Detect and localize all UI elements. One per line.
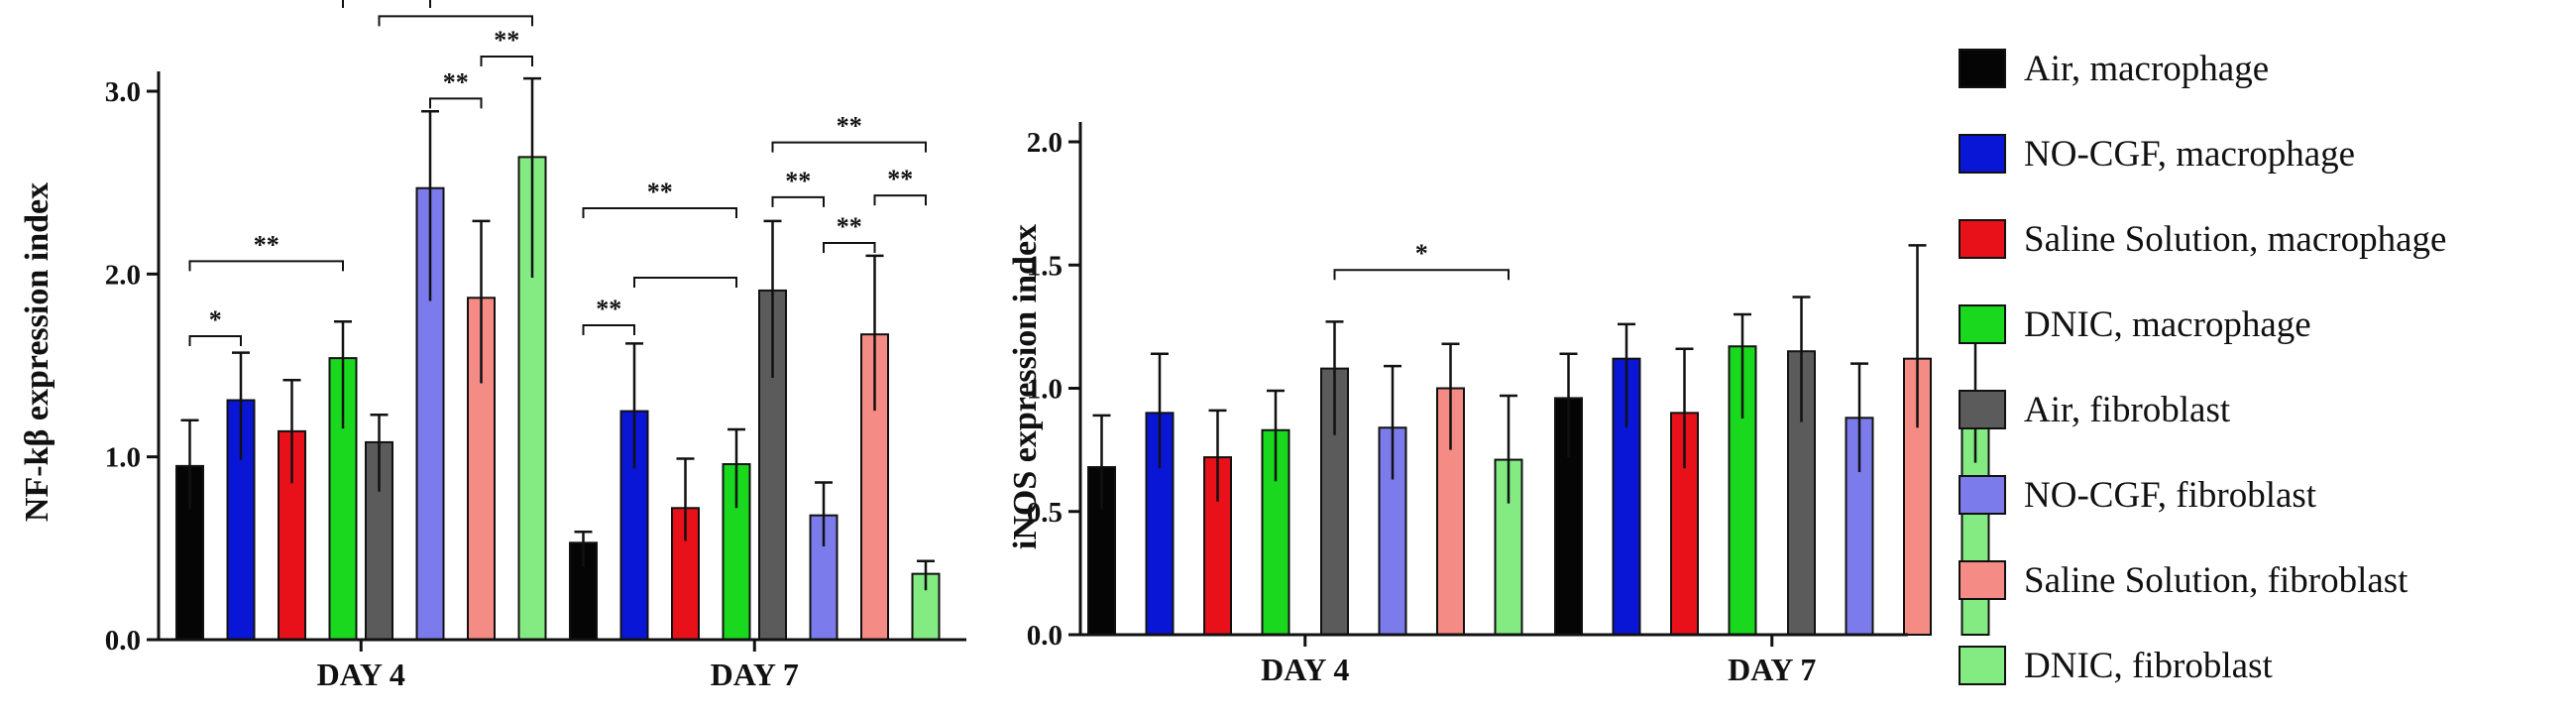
y-axis-label: NF-kβ expression index <box>19 182 56 522</box>
significance-bracket <box>188 335 242 347</box>
legend-swatch-saline-solution-fibroblast <box>1959 560 2006 600</box>
nfkb-bar-chart: 0.0 1.0 2.0 3.0 DAY 4 DAY 7 NF-kβ expression i… <box>19 0 966 692</box>
significance-bracket <box>582 206 737 218</box>
legend-swatch-no-cgf-macrophage <box>1959 134 2006 174</box>
y-tick-label: 1.0 <box>105 442 141 474</box>
legend-label-saline-solution-fibroblast: Saline Solution, fibroblast <box>2024 560 2408 601</box>
significance-bracket <box>1333 269 1510 281</box>
legend-label-no-cgf-macrophage: NO-CGF, macrophage <box>2024 134 2355 175</box>
legend-label-air-macrophage: Air, macrophage <box>2024 49 2269 89</box>
significance-bracket <box>188 260 344 272</box>
significance-label: ** <box>254 230 280 259</box>
y-axis-label: iNOS expression index <box>1007 224 1044 549</box>
significance-bracket <box>342 0 431 8</box>
y-tick-label: 2.0 <box>105 259 141 291</box>
significance-bracket <box>771 141 927 153</box>
y-tick-label: 0.0 <box>105 625 141 657</box>
significance-label: ** <box>647 178 673 206</box>
y-tick-label: 1.5 <box>1027 250 1063 282</box>
y-tick-label: 1.0 <box>1027 374 1063 406</box>
significance-label: ** <box>443 67 469 96</box>
y-tick-label: 3.0 <box>105 76 141 108</box>
significance-bracket <box>823 241 876 253</box>
significance-bracket <box>378 15 533 27</box>
legend: Air, macrophage NO-CGF, macrophage Saline … <box>1959 49 2446 686</box>
y-tick-label: 2.0 <box>1027 127 1063 159</box>
significance-bracket <box>771 195 825 207</box>
significance-bracket <box>633 277 737 289</box>
y-tick-label: 0.0 <box>1027 620 1063 652</box>
legend-swatch-saline-solution-macrophage <box>1959 219 2006 259</box>
bar-dnic-fibroblast-day-4 <box>517 156 547 642</box>
legend-swatch-air-macrophage <box>1959 49 2006 88</box>
significance-label: ** <box>596 295 621 323</box>
x-tick-label: DAY 4 <box>317 657 405 692</box>
significance-bracket <box>873 194 927 206</box>
x-tick-label: DAY 4 <box>1261 652 1349 687</box>
significance-label: * <box>209 305 222 334</box>
inos-bar-chart: 0.0 0.5 1.0 1.5 2.0 DAY 4 DAY 7 iNOS expression… <box>1007 122 1990 687</box>
legend-swatch-air-fibroblast <box>1959 390 2006 429</box>
significance-label: ** <box>785 167 811 195</box>
significance-label: * <box>1415 239 1428 268</box>
legend-label-saline-solution-macrophage: Saline Solution, macrophage <box>2024 219 2446 260</box>
significance-bracket <box>480 55 533 66</box>
legend-label-dnic-macrophage: DNIC, macrophage <box>2024 304 2311 345</box>
x-tick-label: DAY 7 <box>711 657 799 692</box>
significance-label: ** <box>837 112 862 141</box>
legend-swatch-no-cgf-fibroblast <box>1959 475 2006 515</box>
legend-label-air-fibroblast: Air, fibroblast <box>2024 390 2231 430</box>
legend-label-no-cgf-fibroblast: NO-CGF, fibroblast <box>2024 475 2317 516</box>
legend-swatch-dnic-macrophage <box>1959 304 2006 344</box>
legend-swatch-dnic-fibroblast <box>1959 646 2006 685</box>
significance-label: ** <box>887 165 913 193</box>
significance-bracket <box>582 323 635 335</box>
significance-label: ** <box>837 212 862 241</box>
y-tick-label: 0.5 <box>1027 497 1063 529</box>
legend-label-dnic-fibroblast: DNIC, fibroblast <box>2024 646 2273 686</box>
x-tick-label: DAY 7 <box>1728 652 1816 687</box>
significance-bracket <box>429 97 483 109</box>
significance-label: ** <box>494 26 519 55</box>
